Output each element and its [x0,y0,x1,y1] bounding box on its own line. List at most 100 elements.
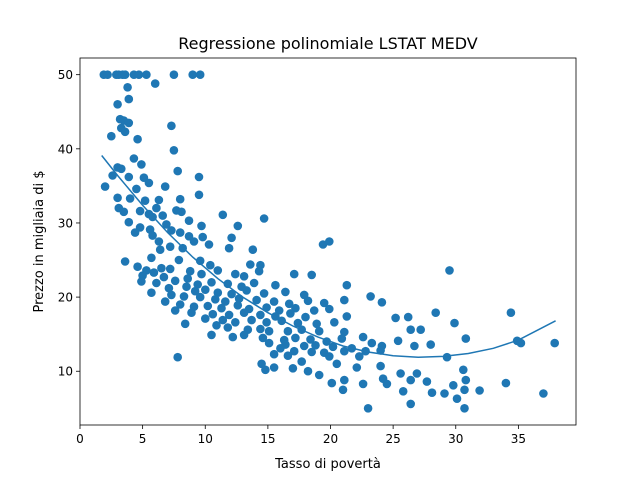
data-point [297,357,307,366]
data-point [124,94,134,104]
data-point [207,330,216,340]
data-point [233,301,243,310]
data-point [204,240,214,249]
data-point [342,312,352,321]
data-point [165,264,175,274]
data-point [195,256,205,266]
data-point [165,242,175,251]
data-point [355,352,364,361]
data-point [247,315,256,325]
data-point [459,365,468,375]
data-point [258,333,268,343]
data-point [175,300,185,309]
x-axis-label: Tasso di povertà [274,457,381,472]
data-point [427,388,437,398]
data-point [410,341,419,351]
y-tick-label: 50 [58,68,73,82]
data-point [179,292,189,301]
data-point [208,309,218,319]
data-point [391,313,400,323]
data-point [157,263,166,273]
data-point [197,221,206,231]
data-point [124,217,134,227]
data-point [188,70,197,79]
data-point [460,404,469,413]
data-point [340,375,349,385]
data-point [167,121,176,131]
data-point [311,341,320,350]
data-point [340,295,349,305]
data-point [259,214,269,223]
x-tick-label: 35 [511,432,526,446]
data-point [203,301,213,311]
data-point [233,221,243,231]
data-point [325,304,334,314]
data-point [182,282,191,292]
data-point [396,369,405,378]
data-point [406,375,416,385]
data-point [124,172,134,182]
data-point [159,272,169,282]
data-point [314,326,324,336]
data-point [224,310,234,320]
data-point [239,272,249,281]
data-point [137,277,146,286]
data-point [223,279,233,289]
data-point [539,389,548,398]
x-tick-label: 30 [448,432,463,446]
data-point [246,260,255,269]
data-point [231,269,240,279]
regression-curve-layer [101,155,556,358]
data-point [516,338,526,348]
data-point [475,386,484,395]
data-point [393,336,403,346]
chart-title: Regressione polinomiale LSTAT MEDV [178,34,478,53]
x-tick-label: 20 [323,432,338,446]
data-point [147,288,156,298]
data-point [231,318,240,327]
data-point [239,330,249,340]
data-point [382,379,392,389]
data-point [170,276,180,286]
data-point [167,290,176,300]
data-point [327,378,337,388]
scatter-points [99,70,559,413]
data-point [201,314,210,323]
data-point [195,292,205,302]
data-point [328,342,338,352]
data-point [261,365,270,375]
data-point [155,245,165,254]
data-point [217,303,226,313]
data-point [416,325,426,335]
data-point [190,286,200,296]
data-point [340,327,349,337]
data-point [170,306,180,315]
y-tick-label: 10 [58,365,73,379]
data-point [120,257,130,266]
data-point [406,325,416,335]
data-point [332,359,342,369]
data-point [403,312,413,322]
data-point [249,278,259,288]
data-point [206,260,215,270]
data-point [398,387,408,396]
data-point [124,118,134,128]
data-point [162,220,171,229]
data-point [306,335,315,344]
data-point [129,154,139,163]
y-tick-label: 30 [58,216,73,230]
data-point [213,288,223,298]
data-point [137,160,146,169]
data-point [120,127,130,137]
data-point [117,164,126,174]
data-point [376,346,385,355]
data-point [293,318,303,328]
data-point [281,287,290,297]
regression-curve [101,155,556,358]
data-point [283,351,293,361]
data-point [256,310,265,320]
data-point [152,203,161,213]
data-point [358,379,368,389]
